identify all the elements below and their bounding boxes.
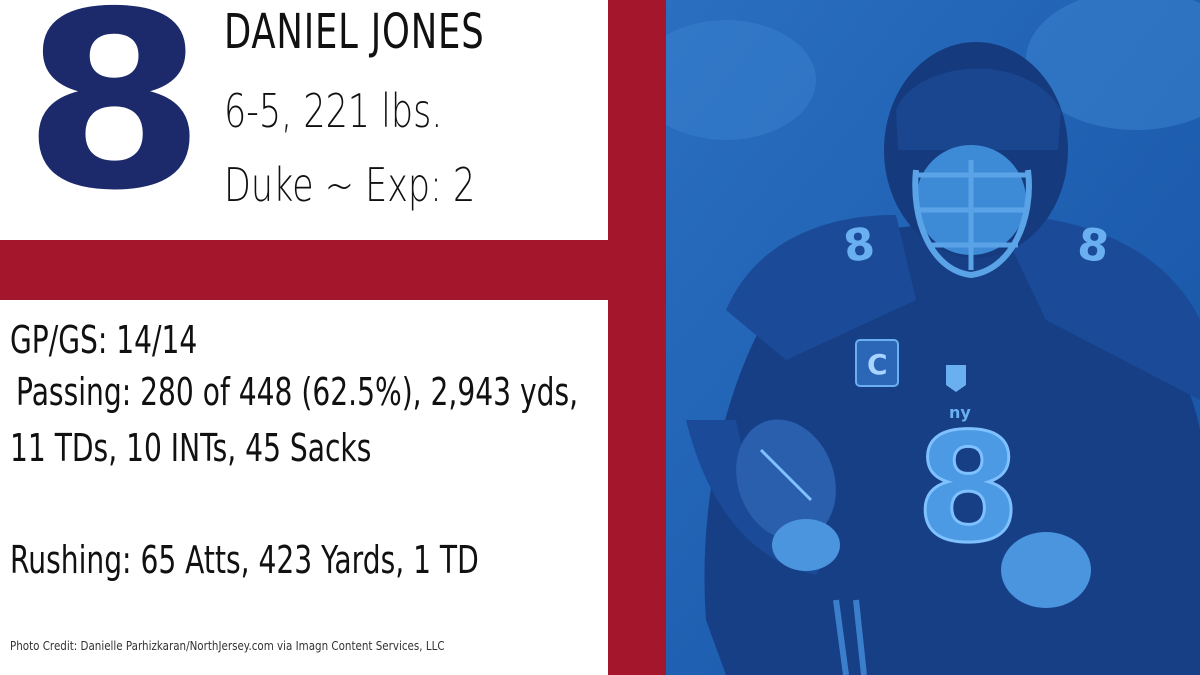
svg-text:8: 8 <box>1074 218 1111 273</box>
height-weight: 6-5, 221 lbs. <box>224 84 443 138</box>
jersey-number: 8 <box>22 0 206 244</box>
svg-text:8: 8 <box>916 402 1020 576</box>
player-photo-illustration: 8 8 C ny 8 <box>666 0 1200 675</box>
svg-text:C: C <box>867 348 888 381</box>
player-name: DANIEL JONES <box>224 4 485 60</box>
player-photo: 8 8 C ny 8 <box>666 0 1200 675</box>
rushing-stat: Rushing: 65 Atts, 423 Yards, 1 TD <box>10 538 479 582</box>
games-played-stat: GP/GS: 14/14 <box>10 318 198 362</box>
passing-stat-line-2: 11 TDs, 10 INTs, 45 Sacks <box>10 426 372 470</box>
stats-panel <box>0 300 608 675</box>
svg-text:ny: ny <box>949 403 971 422</box>
vertical-red-bar <box>608 0 666 675</box>
horizontal-red-bar <box>0 240 666 300</box>
header-panel <box>0 0 608 240</box>
photo-credit: Photo Credit: Danielle Parhizkaran/North… <box>10 639 445 653</box>
school-experience: Duke ~ Exp: 2 <box>224 158 476 212</box>
passing-stat-line-1: Passing: 280 of 448 (62.5%), 2,943 yds, <box>16 370 579 414</box>
svg-text:8: 8 <box>840 218 877 273</box>
